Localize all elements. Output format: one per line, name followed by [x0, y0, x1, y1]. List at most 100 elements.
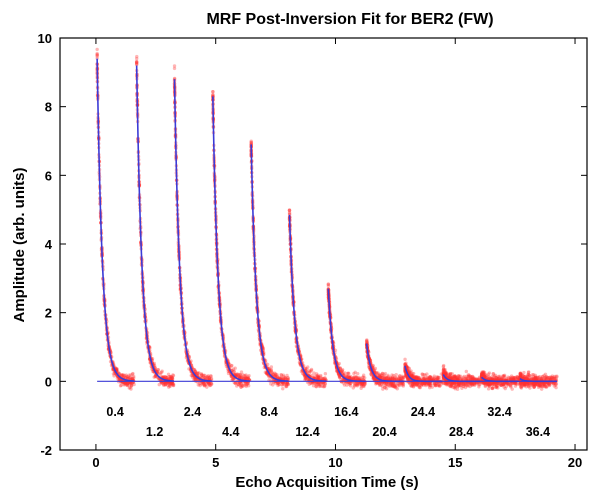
- data-point: [193, 370, 198, 374]
- data-point: [205, 375, 209, 379]
- data-point: [125, 382, 129, 386]
- fit-curve-4: [212, 96, 251, 382]
- data-point: [159, 370, 164, 375]
- inversion-time-label: 16.4: [334, 405, 358, 419]
- data-point: [115, 367, 119, 371]
- data-point: [550, 376, 555, 380]
- data-point: [169, 376, 173, 381]
- data-point: [209, 382, 214, 386]
- y-tick-label: -2: [40, 443, 52, 458]
- data-point: [246, 381, 250, 385]
- data-point: [457, 375, 462, 379]
- data-point: [239, 370, 244, 374]
- data-point: [281, 373, 286, 377]
- data-point: [308, 369, 312, 374]
- data-point: [518, 375, 523, 379]
- inversion-time-label: 28.4: [449, 425, 473, 439]
- data-point: [199, 373, 204, 377]
- data-point: [208, 381, 212, 385]
- data-point: [353, 370, 357, 374]
- data-point: [125, 382, 130, 386]
- data-point: [111, 372, 116, 376]
- data-point: [244, 384, 248, 389]
- data-point: [521, 381, 525, 386]
- data-point: [95, 53, 99, 57]
- data-point: [444, 383, 449, 387]
- data-point: [135, 62, 139, 66]
- data-point: [436, 383, 441, 387]
- data-point: [167, 374, 171, 379]
- data-point: [127, 386, 131, 390]
- data-point: [201, 381, 205, 385]
- data-point: [396, 383, 400, 388]
- data-point: [230, 377, 234, 382]
- data-point: [120, 374, 124, 378]
- data-point: [201, 381, 206, 386]
- data-point: [189, 359, 193, 363]
- data-point: [135, 56, 139, 61]
- data-point: [123, 381, 127, 385]
- data-point: [192, 376, 197, 380]
- data-point: [167, 381, 171, 385]
- data-point: [158, 373, 163, 377]
- data-point: [205, 385, 209, 389]
- data-point: [200, 373, 204, 377]
- data-point: [269, 382, 273, 386]
- data-point: [206, 374, 210, 378]
- data-point: [508, 375, 513, 380]
- data-point: [155, 370, 160, 374]
- data-point: [287, 208, 292, 213]
- data-point: [512, 375, 516, 380]
- data-point: [249, 139, 253, 143]
- data-point: [129, 377, 133, 381]
- data-point: [193, 370, 198, 374]
- data-point: [135, 54, 139, 59]
- data-point: [464, 369, 469, 374]
- data-point: [281, 387, 285, 391]
- data-point: [392, 383, 397, 387]
- data-point: [543, 372, 548, 377]
- data-point: [211, 90, 215, 94]
- data-point: [501, 374, 505, 379]
- data-point: [123, 381, 127, 385]
- data-point: [95, 51, 99, 56]
- data-point: [122, 375, 126, 379]
- data-point: [193, 377, 197, 382]
- data-point: [171, 382, 175, 387]
- data-point: [487, 371, 492, 375]
- data-point: [420, 382, 424, 387]
- data-point: [131, 376, 136, 380]
- data-point: [168, 383, 172, 388]
- data-point: [206, 381, 211, 385]
- data-point: [509, 385, 513, 389]
- data-point: [470, 383, 474, 387]
- data-point: [165, 381, 170, 386]
- data-point: [127, 382, 132, 386]
- data-point: [171, 373, 176, 378]
- data-point: [232, 369, 236, 374]
- data-point: [163, 375, 168, 379]
- data-point: [193, 377, 197, 381]
- data-point: [244, 383, 248, 387]
- data-point: [153, 374, 157, 379]
- x-tick-label: 10: [328, 455, 342, 470]
- inversion-time-label: 20.4: [372, 425, 396, 439]
- data-point: [118, 384, 123, 388]
- data-point: [170, 377, 175, 381]
- data-point: [231, 377, 235, 381]
- data-point: [172, 77, 177, 81]
- data-point: [168, 382, 173, 386]
- data-point: [200, 373, 204, 378]
- data-point: [127, 373, 131, 377]
- data-point: [443, 370, 447, 374]
- data-point: [326, 284, 331, 288]
- data-point: [164, 375, 169, 380]
- data-point: [95, 54, 99, 58]
- data-point: [167, 385, 171, 389]
- data-point: [124, 373, 128, 377]
- data-point: [207, 376, 211, 380]
- data-point: [123, 373, 127, 378]
- data-point: [477, 385, 481, 389]
- data-point: [164, 376, 168, 380]
- data-point: [119, 373, 123, 377]
